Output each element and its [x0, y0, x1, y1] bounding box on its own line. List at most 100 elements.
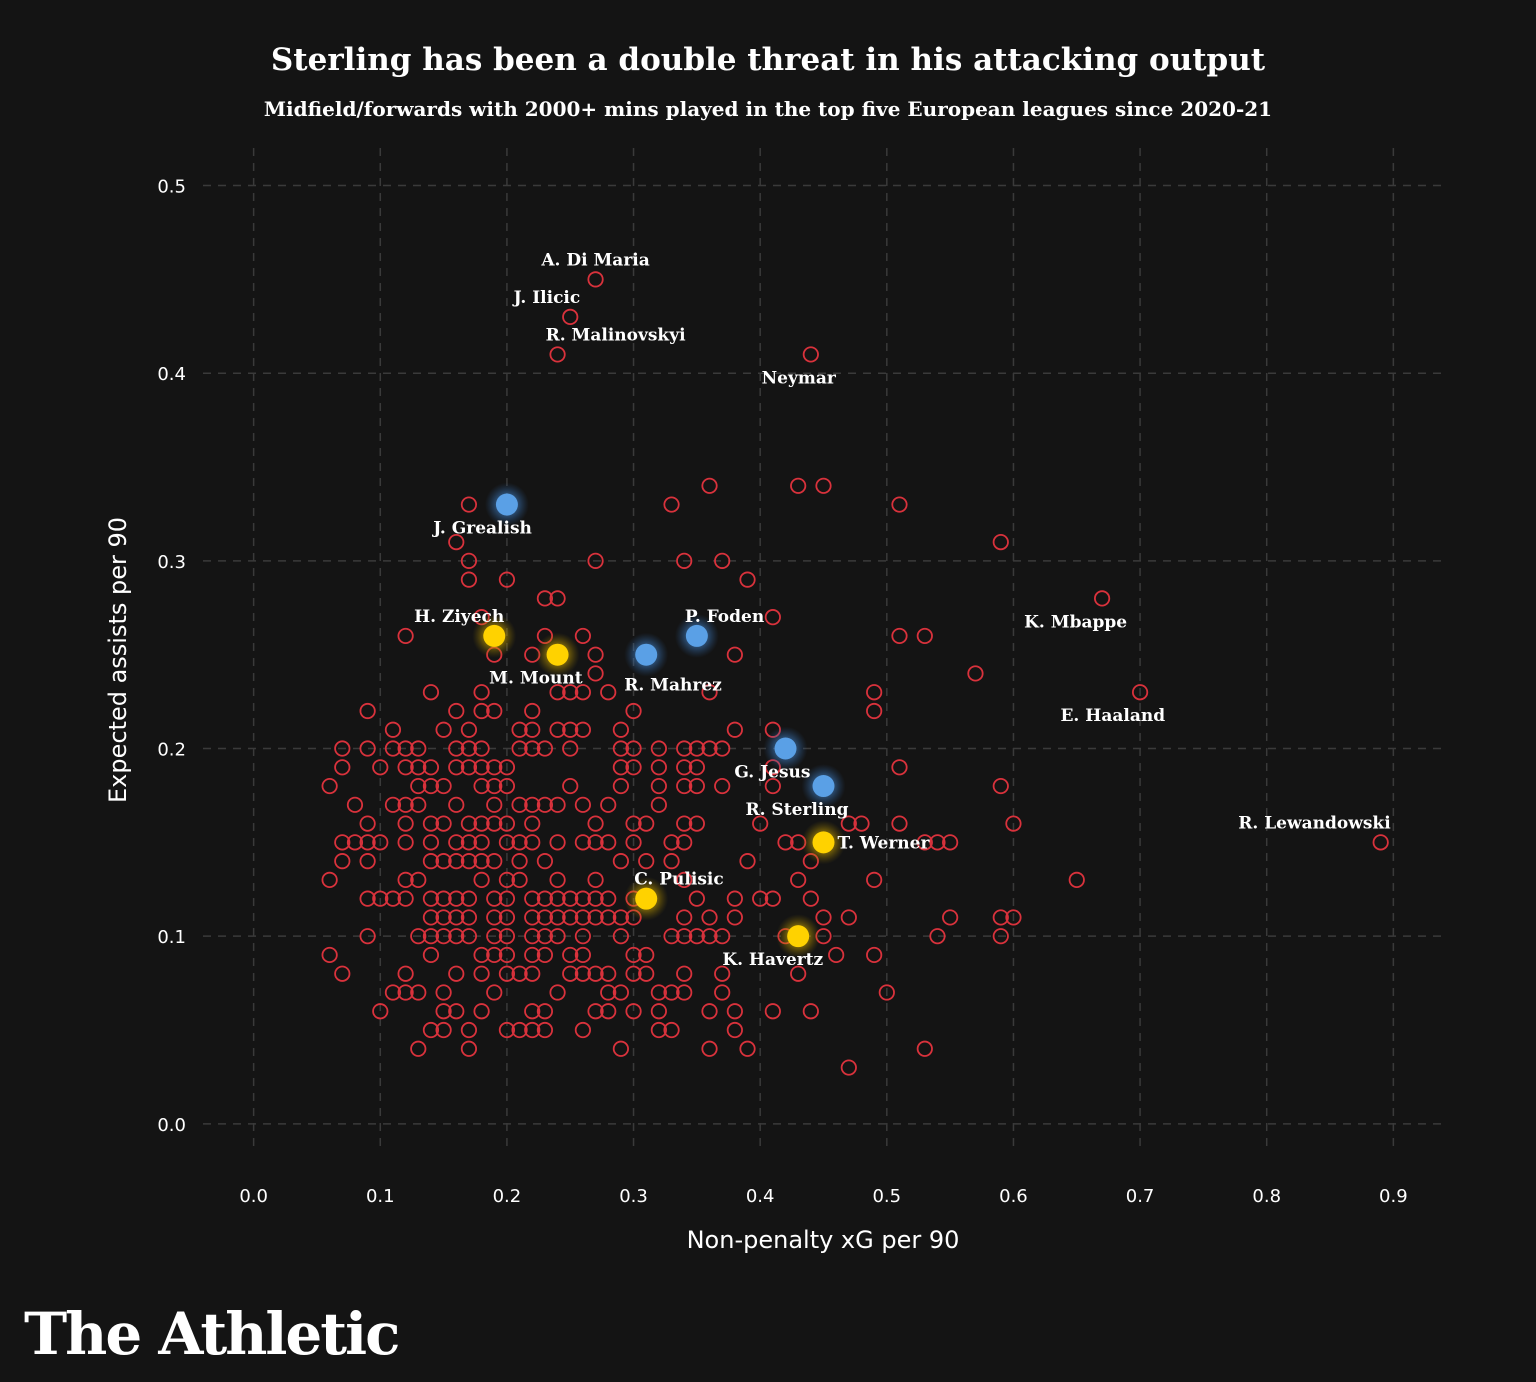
tick-labels: 0.0 0.1 0.2 0.3 0.4 0.5 0.6 0.7 0.8 0.9 0.0 0.1 0.2 0…	[157, 177, 1407, 1207]
data-point	[650, 740, 667, 757]
data-point	[435, 777, 452, 795]
data-point	[549, 346, 566, 363]
data-point	[511, 1021, 528, 1039]
data-point	[1005, 815, 1022, 832]
data-point	[460, 740, 478, 757]
data-point	[448, 796, 465, 813]
data-point	[448, 702, 465, 720]
point-dot	[685, 624, 708, 647]
data-point	[410, 1040, 427, 1057]
data-point	[384, 890, 402, 907]
data-point	[422, 834, 440, 851]
data-point	[359, 834, 376, 851]
data-point	[562, 890, 579, 907]
player-label: R. Sterling	[745, 800, 848, 820]
data-point	[587, 552, 604, 569]
data-point	[600, 984, 617, 1001]
x-tick-label: 0.1	[366, 1186, 395, 1207]
data-point	[891, 496, 908, 513]
data-point	[460, 853, 478, 870]
data-point	[878, 984, 895, 1001]
data-point	[486, 928, 503, 945]
x-tick-label: 0.3	[619, 1186, 648, 1207]
data-point	[638, 946, 655, 964]
data-point	[840, 909, 857, 926]
data-point	[536, 796, 554, 813]
data-point	[473, 965, 490, 982]
data-point	[726, 890, 743, 907]
grid	[203, 148, 1444, 1152]
data-point	[372, 759, 389, 776]
data-point	[714, 984, 731, 1001]
data-point	[448, 834, 465, 851]
data-point	[473, 871, 490, 888]
data-point	[562, 909, 579, 926]
data-point	[612, 721, 629, 738]
data-point	[536, 853, 554, 870]
player-label: T. Werner	[838, 833, 931, 853]
data-point	[448, 965, 465, 982]
data-point	[866, 871, 883, 888]
point-dot	[812, 775, 835, 798]
data-point	[498, 871, 516, 888]
data-point	[524, 702, 541, 720]
y-tick-label: 0.2	[157, 740, 186, 761]
data-point	[790, 871, 807, 888]
data-point	[612, 853, 629, 870]
data-point	[574, 965, 591, 982]
highlight-point-chelsea	[624, 876, 669, 921]
data-point	[600, 1003, 617, 1020]
data-point	[410, 759, 427, 776]
data-point	[866, 684, 883, 701]
point-dot	[495, 493, 518, 516]
data-point	[435, 984, 452, 1001]
data-point	[840, 1059, 857, 1076]
player-label: A. Di Maria	[540, 250, 649, 270]
x-tick-label: 0.9	[1379, 1186, 1408, 1207]
data-point	[726, 1021, 743, 1039]
data-point	[549, 834, 566, 851]
data-point	[891, 759, 908, 776]
data-point	[587, 271, 604, 288]
data-point	[663, 984, 680, 1001]
data-point	[524, 928, 541, 945]
data-point	[498, 890, 516, 907]
data-point	[486, 796, 503, 813]
data-point	[600, 890, 617, 907]
data-point	[929, 928, 946, 945]
data-point	[701, 909, 718, 926]
data-point	[701, 1003, 718, 1020]
data-point	[967, 665, 984, 682]
data-point	[688, 890, 705, 907]
data-point	[448, 1003, 465, 1020]
data-point	[498, 909, 516, 926]
data-point	[410, 796, 427, 813]
data-point	[536, 890, 554, 907]
data-point	[587, 871, 604, 888]
data-point	[650, 984, 667, 1001]
data-point	[714, 740, 731, 757]
data-point	[663, 1021, 680, 1039]
data-point	[460, 928, 478, 945]
data-point	[777, 834, 794, 851]
data-point	[524, 1003, 541, 1020]
data-point	[574, 796, 591, 813]
data-point	[435, 815, 452, 832]
data-point	[562, 721, 579, 738]
data-point	[638, 853, 655, 870]
data-point	[334, 965, 351, 982]
point-dot	[546, 643, 569, 666]
data-point	[574, 928, 591, 945]
data-point	[587, 834, 604, 851]
data-point	[397, 890, 414, 907]
data-point	[321, 946, 338, 964]
data-point	[435, 1003, 452, 1020]
data-point	[536, 1021, 554, 1039]
data-point	[410, 928, 427, 945]
data-point	[536, 909, 554, 926]
highlighted-players-points	[472, 482, 846, 959]
data-point	[688, 777, 705, 795]
data-point	[460, 890, 478, 907]
data-point	[473, 834, 490, 851]
